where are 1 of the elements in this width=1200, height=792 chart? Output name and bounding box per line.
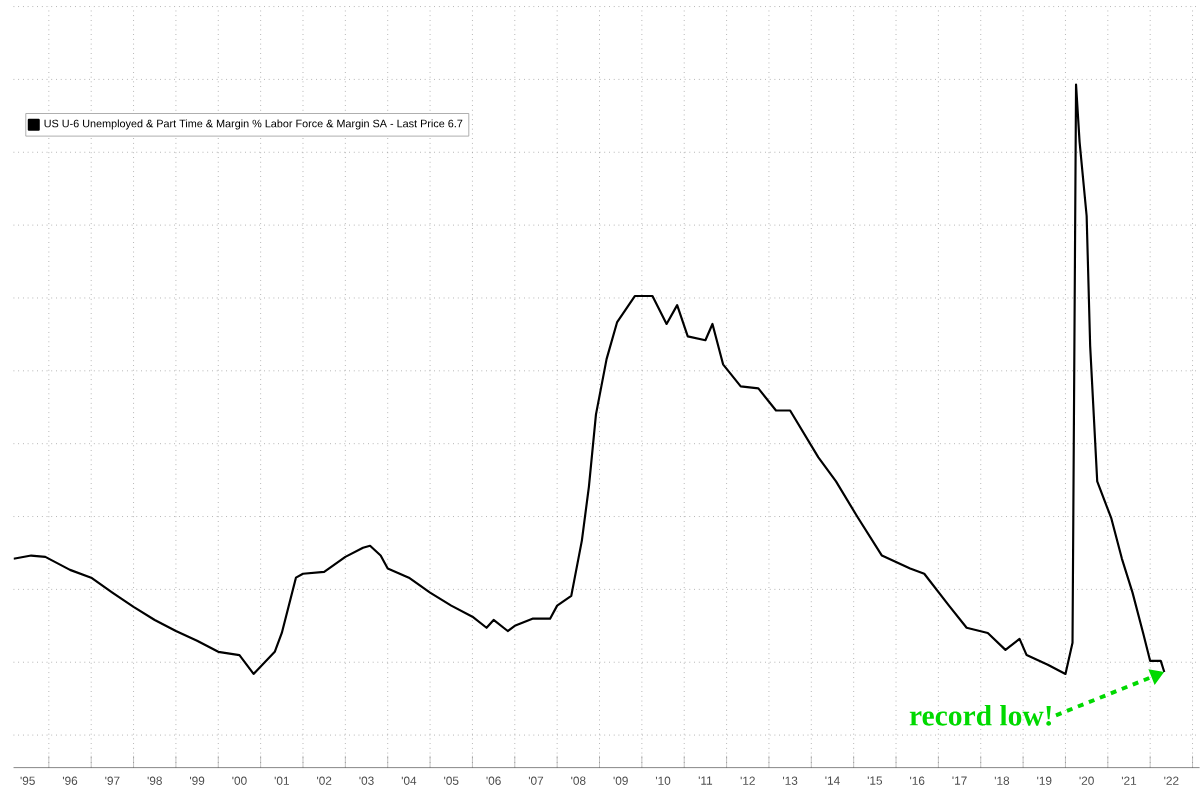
annotation: record low!: [909, 705, 1052, 727]
